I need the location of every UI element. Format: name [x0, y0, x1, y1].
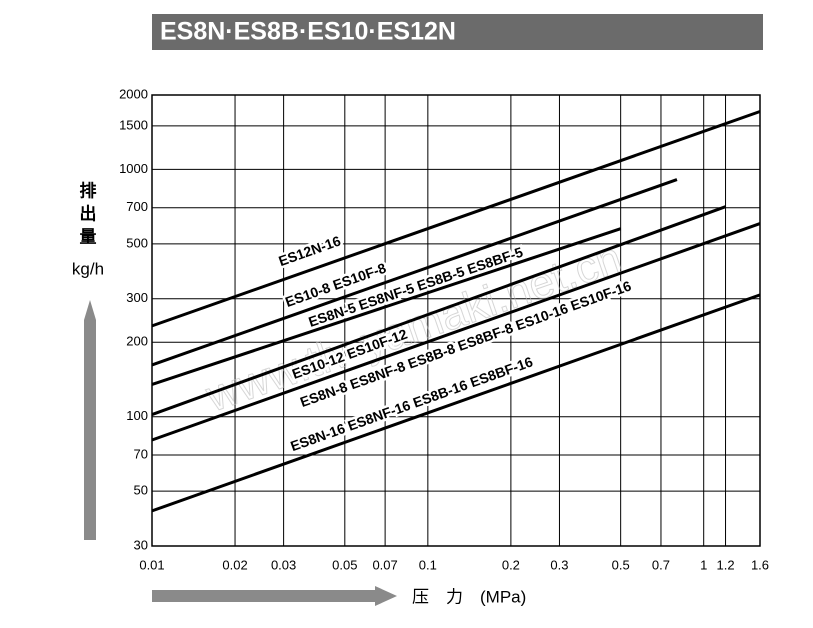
x-tick-label: 1.2 [716, 557, 734, 572]
x-tick-label: 0.1 [419, 557, 437, 572]
y-arrow [84, 300, 96, 540]
y-tick-label: 100 [126, 408, 148, 423]
series-line [151, 227, 622, 386]
y-unit: kg/h [72, 259, 104, 278]
y-tick-label: 50 [134, 483, 148, 498]
y-tick-label: 300 [126, 290, 148, 305]
x-tick-label: 0.3 [550, 557, 568, 572]
series-line [151, 178, 678, 367]
x-tick-label: 0.03 [271, 557, 296, 572]
x-tick-label: 1.6 [751, 557, 769, 572]
y-tick-label: 2000 [119, 86, 148, 101]
x-tick-label: 0.01 [139, 557, 164, 572]
title-bar [152, 14, 763, 50]
x-arrow [152, 586, 397, 606]
y-tick-label: 1000 [119, 161, 148, 176]
y-tick-label: 700 [126, 199, 148, 214]
x-tick-label: 0.2 [502, 557, 520, 572]
x-label: 压 力 (MPa) [412, 587, 526, 606]
y-label: 排 [80, 180, 97, 200]
x-tick-label: 0.05 [332, 557, 357, 572]
series-line [151, 110, 761, 328]
series-line [151, 222, 761, 442]
chart-title: ES8N·ES8B·ES10·ES12N [160, 18, 456, 46]
y-label: 量 [80, 226, 97, 246]
watermark: www.tlv-yamaki.net.cn [199, 233, 627, 421]
y-tick-label: 70 [134, 446, 148, 461]
series-line [151, 293, 761, 513]
x-tick-label: 0.5 [612, 557, 630, 572]
x-tick-label: 0.07 [372, 557, 397, 572]
x-tick-label: 0.7 [652, 557, 670, 572]
x-tick-label: 1 [700, 557, 707, 572]
y-label: 出 [80, 203, 97, 223]
series-line [151, 205, 727, 416]
y-tick-label: 500 [126, 235, 148, 250]
y-tick-label: 1500 [119, 117, 148, 132]
y-tick-label: 200 [126, 334, 148, 349]
x-tick-label: 0.02 [222, 557, 247, 572]
y-tick-label: 30 [134, 537, 148, 552]
